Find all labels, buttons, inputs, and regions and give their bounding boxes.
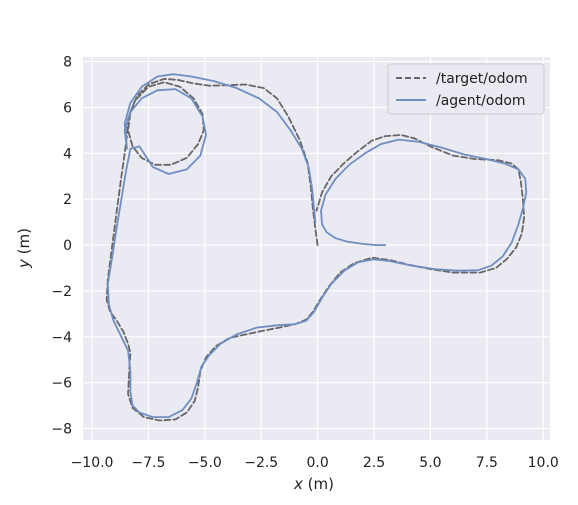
grid: [83, 57, 550, 440]
series-line-agent-odom: [106, 73, 528, 419]
y-tick-label: −2: [51, 284, 72, 300]
y-tick-label: 4: [63, 146, 72, 162]
x-tick-labels: −10.0 −7.5 −5.0 −2.5 0.0 2.5 5.0 7.5 10.0: [71, 455, 559, 471]
x-axis-label: x (m): [293, 475, 334, 493]
x-tick-label: 0.0: [306, 455, 328, 471]
y-tick-label: 6: [63, 100, 72, 116]
y-tick-label: 0: [63, 238, 72, 254]
legend-label-agent: /agent/odom: [436, 93, 526, 109]
y-tick-labels: −8 −6 −4 −2 0 2 4 6 8: [51, 55, 72, 438]
x-tick-label: −10.0: [71, 455, 114, 471]
x-tick-label: 5.0: [419, 455, 441, 471]
x-tick-label: −5.0: [188, 455, 222, 471]
x-tick-label: −2.5: [244, 455, 278, 471]
series-lines: [105, 73, 528, 422]
plot-background: [83, 57, 550, 440]
y-tick-label: 2: [63, 192, 72, 208]
y-tick-label: 8: [63, 55, 72, 71]
y-tick-label: −8: [51, 422, 72, 438]
y-tick-label: −6: [51, 376, 72, 392]
series-line-target-odom: [105, 77, 525, 422]
legend: /target/odom /agent/odom: [387, 63, 545, 115]
x-tick-label: 7.5: [476, 455, 498, 471]
y-axis-label: y (m): [15, 228, 33, 269]
x-tick-label: −7.5: [131, 455, 165, 471]
y-tick-label: −4: [51, 330, 72, 346]
legend-label-target: /target/odom: [436, 71, 528, 87]
x-tick-label: 2.5: [363, 455, 385, 471]
legend-box: [387, 63, 545, 115]
x-tick-label: 10.0: [528, 455, 559, 471]
